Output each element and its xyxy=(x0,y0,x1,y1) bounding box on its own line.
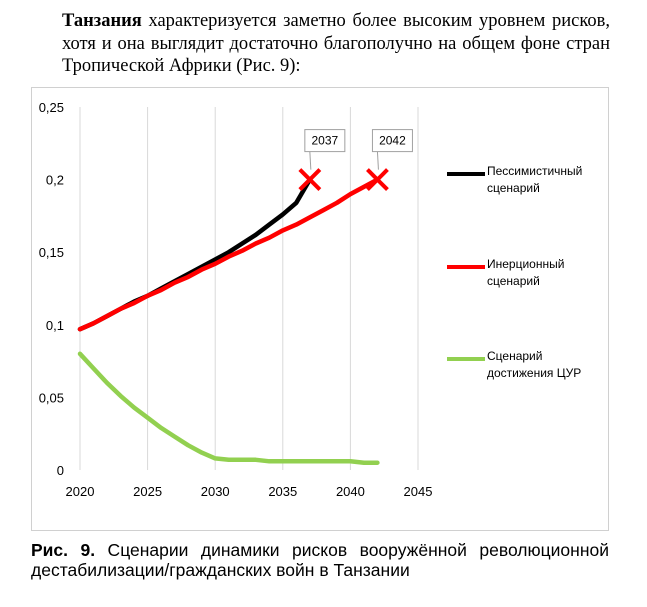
marker-cross-0 xyxy=(298,168,322,192)
x-tick-label: 2025 xyxy=(133,484,162,499)
x-tick-label: 2045 xyxy=(404,484,433,499)
series-line-2 xyxy=(77,351,380,465)
y-tick-label: 0,15 xyxy=(39,245,64,260)
marker-callout-label-1: 2042 xyxy=(379,134,406,148)
x-tick-label: 2020 xyxy=(66,484,95,499)
risk-scenarios-chart: 2020 2025 2030 2035 2040 2045 0 0,05 0,1 0,15 0,2 0… xyxy=(39,100,433,499)
legend-swatch-sdg xyxy=(447,357,485,361)
legend-item-inertial: Инерционный сценарий xyxy=(447,256,607,290)
intro-text: характеризуется заметно более высоким ур… xyxy=(62,11,610,76)
marker-callout-box-1 xyxy=(371,129,413,153)
intro-paragraph: Танзания характеризуется заметно более в… xyxy=(62,10,610,78)
y-tick-label: 0 xyxy=(57,463,64,478)
chart-frame: 2020 2025 2030 2035 2040 2045 0 0,05 0,1 0,15 0,2 0… xyxy=(31,87,609,531)
legend-item-pessimistic: Пессимистичный сценарий xyxy=(447,163,607,197)
country-name: Танзания xyxy=(62,11,142,31)
series-line-0 xyxy=(77,177,313,332)
x-tick-label: 2040 xyxy=(336,484,365,499)
marker-callout-box-0 xyxy=(304,129,346,153)
marker-callout-pointer-1 xyxy=(376,151,379,170)
legend-label-inertial: Инерционный сценарий xyxy=(487,257,565,288)
x-tick-label: 2030 xyxy=(201,484,230,499)
y-tick-label: 0,05 xyxy=(39,390,64,405)
marker-callout-pointer-0 xyxy=(309,151,312,170)
legend-label-pessimistic: Пессимистичный сценарий xyxy=(487,164,583,195)
caption-text: Сценарии динамики рисков вооружённой рев… xyxy=(31,540,609,580)
legend-label-sdg: Сценарий достижения ЦУР xyxy=(487,349,582,380)
x-tick-label: 2035 xyxy=(268,484,297,499)
figure-caption: Рис. 9. Сценарии динамики рисков вооружё… xyxy=(31,540,609,580)
marker-cross-1 xyxy=(366,168,389,192)
legend-swatch-pessimistic xyxy=(447,172,485,176)
y-tick-label: 0,25 xyxy=(39,100,64,115)
y-tick-label: 0,1 xyxy=(46,318,64,333)
marker-callout-label-0: 2037 xyxy=(311,134,338,148)
y-tick-label: 0,2 xyxy=(46,173,64,188)
legend-item-sdg: Сценарий достижения ЦУР xyxy=(447,348,607,382)
caption-label: Рис. 9. xyxy=(31,540,96,560)
legend-swatch-inertial xyxy=(447,265,485,269)
series-line-1 xyxy=(77,177,380,332)
